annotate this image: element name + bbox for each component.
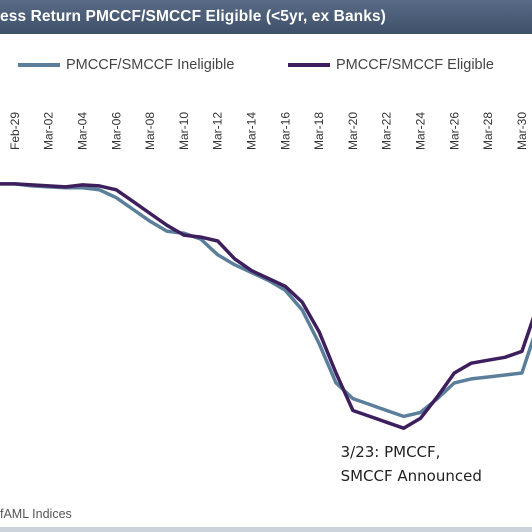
- x-tick-label: Mar-14: [245, 112, 259, 150]
- x-tick-label: Mar-02: [42, 112, 56, 150]
- legend-item-ineligible: PMCCF/SMCCF Ineligible: [18, 53, 234, 77]
- x-tick-label: Mar-22: [380, 112, 394, 150]
- series-line-eligible: [0, 182, 532, 430]
- x-tick-label: Mar-06: [109, 112, 123, 150]
- x-tick-label: Mar-18: [312, 112, 326, 150]
- title-bar: ess Return PMCCF/SMCCF Eligible (<5yr, e…: [0, 0, 532, 34]
- x-tick-label: Mar-08: [143, 112, 157, 150]
- x-tick-label: Mar-04: [76, 112, 90, 150]
- x-axis-ticks: Feb-29 Mar-02 Mar-04 Mar-06 Mar-08 Mar-10 Mar-…: [8, 112, 529, 150]
- x-tick-label: Mar-30: [515, 112, 529, 150]
- x-tick-label: Mar-10: [177, 112, 191, 150]
- x-tick-label: Feb-29: [8, 112, 22, 150]
- legend-swatch-eligible: [288, 63, 330, 67]
- annotation-text: 3/23: PMCCF,: [341, 443, 441, 461]
- x-tick-label: Mar-12: [211, 112, 225, 150]
- x-tick-label: Mar-24: [414, 112, 428, 150]
- chart-title: ess Return PMCCF/SMCCF Eligible (<5yr, e…: [0, 8, 386, 25]
- legend-item-eligible: PMCCF/SMCCF Eligible: [288, 53, 494, 77]
- legend-swatch-ineligible: [18, 63, 60, 67]
- annotations: 3/23: PMCCF, SMCCF Announced: [341, 443, 482, 485]
- legend-label-eligible: PMCCF/SMCCF Eligible: [336, 57, 494, 73]
- series-line-ineligible: [0, 182, 532, 419]
- x-tick-label: Mar-28: [481, 112, 495, 150]
- legend: PMCCF/SMCCF Ineligible PMCCF/SMCCF Eligi…: [0, 53, 532, 77]
- legend-label-ineligible: PMCCF/SMCCF Ineligible: [66, 57, 235, 73]
- bottom-bar: [0, 527, 532, 532]
- series-lines: [0, 182, 532, 430]
- source-note: fAML Indices: [0, 507, 72, 521]
- annotation-text: SMCCF Announced: [341, 467, 482, 485]
- x-tick-label: Mar-20: [346, 112, 360, 150]
- x-tick-label: Mar-26: [447, 112, 461, 150]
- x-tick-label: Mar-16: [278, 112, 292, 150]
